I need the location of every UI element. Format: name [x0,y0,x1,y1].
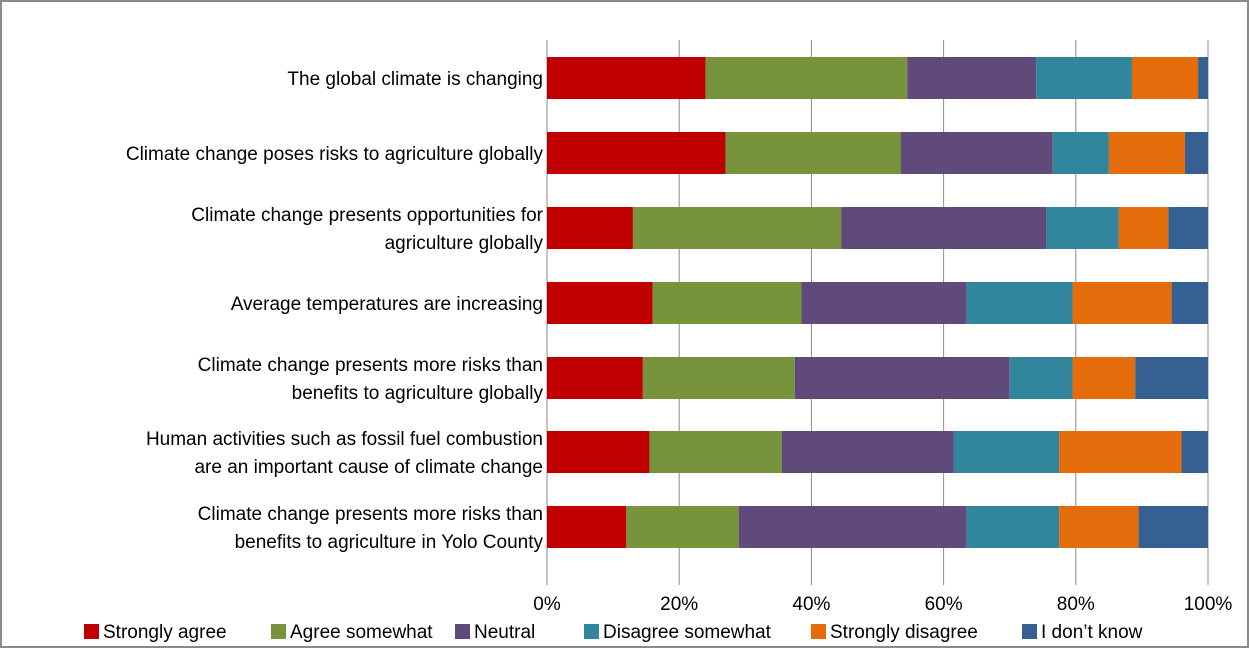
bar-segment [547,57,706,99]
bar-segment [1072,357,1136,399]
bar-segment [801,282,967,324]
legend-label: Strongly agree [103,622,227,643]
bar-segment [547,207,633,249]
legend-label: Disagree somewhat [603,622,772,643]
bars [547,57,1208,548]
bar-segment [1036,57,1132,99]
bar-segment [547,357,643,399]
bar-segment [1009,357,1073,399]
bar-segment [907,57,1037,99]
category-label: are an important cause of climate change [194,457,543,478]
bar-segment [632,207,842,249]
legend-swatch [1022,624,1037,639]
bar-segment [652,282,802,324]
x-tick-label: 20% [660,594,698,615]
legend-swatch [584,624,599,639]
category-label: agriculture globally [385,233,544,254]
bar-segment [705,57,908,99]
bar-segment [547,282,653,324]
bar-segment [1138,506,1208,548]
bar-segment [841,207,1047,249]
x-tick-label: 100% [1184,594,1233,615]
bar-segment [1135,357,1208,399]
bar-segment [1184,132,1208,174]
bar-segment [547,431,650,473]
legend-swatch [455,624,470,639]
legend-label: Strongly disagree [830,622,978,643]
bar-segment [1052,132,1109,174]
bar-segment [1171,282,1208,324]
bar-segment [649,431,782,473]
category-label: Climate change presents opportunities fo… [191,205,543,226]
category-label: Climate change presents more risks than [198,504,543,525]
bar-segment [1059,431,1182,473]
legend-swatch [271,624,286,639]
category-label: Climate change presents more risks than [198,355,543,376]
bar-segment [900,132,1053,174]
x-tick-labels: 0% 20% 40% 60% 80% 100% [533,594,1232,615]
bar-segment [1059,506,1139,548]
bar-segment [547,132,726,174]
category-label: Average temperatures are increasing [231,294,543,315]
category-label: benefits to agriculture in Yolo County [235,532,544,553]
x-tick-label: 0% [533,594,561,615]
bar-segment [1198,57,1208,99]
category-labels: The global climate is changing Climate ch… [126,69,544,553]
legend-label: Neutral [474,622,535,643]
category-label: Climate change poses risks to agricultur… [126,144,544,165]
legend: Strongly agree Agree somewhat Neutral Disag… [84,622,1143,643]
legend-label: Agree somewhat [290,622,433,643]
bar-segment [794,357,1010,399]
bar-segment [781,431,954,473]
category-label: The global climate is changing [287,69,543,90]
x-tick-label: 60% [925,594,963,615]
bar-segment [1168,207,1208,249]
bar-segment [642,357,795,399]
bar-segment [1108,132,1185,174]
bar-segment [1118,207,1169,249]
legend-swatch [84,624,99,639]
legend-swatch [811,624,826,639]
bar-segment [1131,57,1199,99]
bar-segment [953,431,1060,473]
bar-segment [1046,207,1119,249]
category-label: Human activities such as fossil fuel com… [146,429,543,450]
bar-segment [1072,282,1172,324]
bar-segment [725,132,901,174]
bar-segment [966,506,1060,548]
x-tick-label: 80% [1057,594,1095,615]
bar-segment [626,506,739,548]
bar-segment [547,506,627,548]
legend-label: I don’t know [1041,622,1143,643]
x-tick-label: 40% [792,594,830,615]
bar-segment [738,506,967,548]
category-label: benefits to agriculture globally [292,383,544,404]
bar-segment [1181,431,1208,473]
bar-segment [966,282,1073,324]
